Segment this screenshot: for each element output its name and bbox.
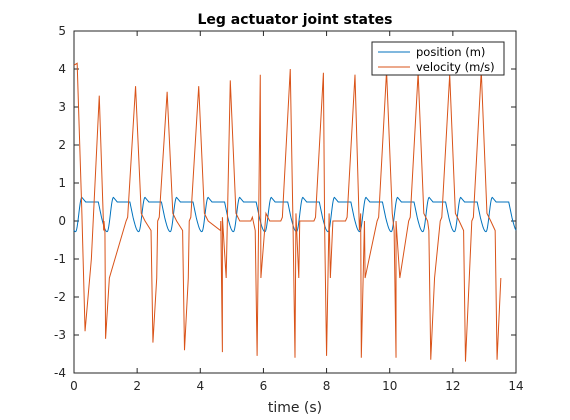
y-tick-label: -3 (54, 328, 66, 342)
legend-label: velocity (m/s) (416, 60, 495, 74)
x-tick-label: 6 (260, 379, 268, 393)
chart-title: Leg actuator joint states (198, 12, 393, 28)
x-tick-label: 14 (508, 379, 523, 393)
x-tick-label: 8 (323, 379, 331, 393)
y-tick-label: 5 (58, 24, 66, 38)
series-velocity-line (73, 62, 502, 362)
y-tick-label: 4 (58, 62, 66, 76)
x-tick-label: 4 (196, 379, 204, 393)
x-tick-label: 0 (70, 379, 78, 393)
y-tick-label: 2 (58, 138, 66, 152)
x-tick-label: 2 (133, 379, 141, 393)
legend-label: position (m) (416, 45, 485, 59)
y-tick-label: 3 (58, 100, 66, 114)
y-tick-label: -1 (54, 252, 66, 266)
x-tick-label: 10 (382, 379, 397, 393)
y-tick-label: -2 (54, 290, 66, 304)
x-axis-title: time (s) (268, 400, 322, 416)
y-tick-label: 0 (58, 214, 66, 228)
legend-box (371, 41, 505, 76)
y-tick-label: 1 (58, 176, 66, 190)
x-tick-label: 12 (445, 379, 460, 393)
legend: position (m)velocity (m/s) (371, 41, 505, 76)
y-tick-label: -4 (54, 366, 66, 380)
